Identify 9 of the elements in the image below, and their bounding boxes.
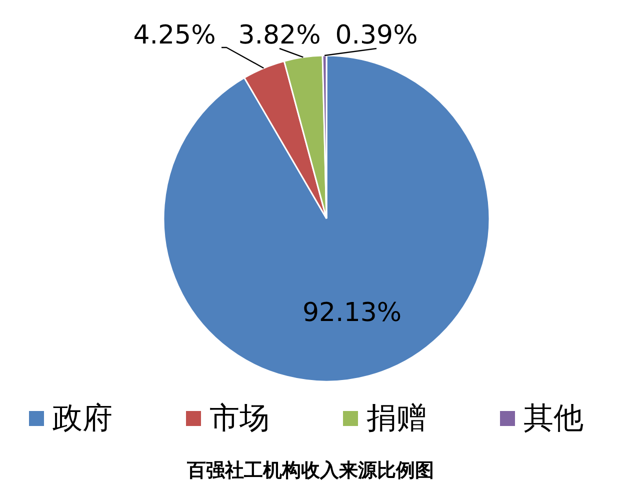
legend-label: 其他	[524, 401, 584, 436]
data-label: 4.25%	[133, 20, 216, 50]
data-label: 0.39%	[335, 20, 418, 50]
data-label: 92.13%	[302, 298, 402, 328]
data-label: 3.82%	[238, 20, 321, 50]
legend-label: 政府	[52, 401, 112, 436]
legend-label: 捐赠	[366, 401, 426, 436]
text: 百强社工机构收入来源比例图	[186, 460, 434, 482]
legend-label: 市场	[210, 401, 270, 436]
